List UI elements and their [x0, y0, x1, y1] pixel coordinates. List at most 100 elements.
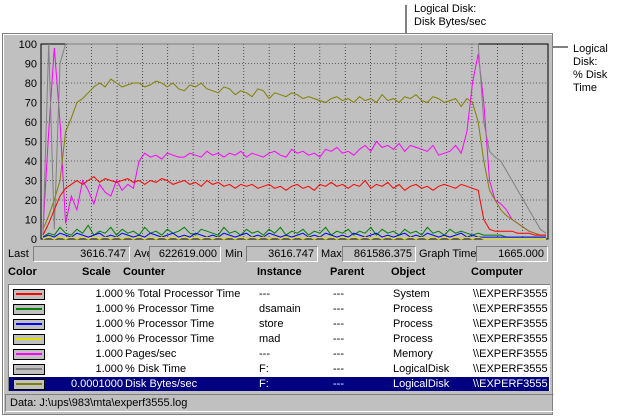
graph-time-label: Graph Time: [419, 248, 477, 260]
legend-row[interactable]: 1.000 Pages/sec --- --- Memory \\EXPERF3…: [9, 347, 549, 362]
counter-cell: % Processor Time: [125, 333, 215, 345]
series-line-5: [42, 232, 546, 238]
object-cell: Process: [393, 318, 433, 330]
y-tick-label: 90: [25, 59, 37, 71]
parent-cell: ---: [333, 333, 344, 345]
y-tick-label: 70: [25, 98, 37, 110]
callout-disk-bytes-line2: Disk Bytes/sec: [414, 16, 487, 28]
object-cell: Process: [393, 333, 433, 345]
swatch-line: [16, 368, 42, 370]
min-value: 3616.747: [246, 246, 318, 262]
scale-cell: 1.000: [95, 348, 123, 360]
legend-row[interactable]: 1.000 % Disk Time F: --- LogicalDisk \\E…: [9, 362, 549, 377]
series-line-3: [42, 175, 546, 236]
parent-cell: ---: [333, 363, 344, 375]
callout-disk-time-line2: % Disk Time: [573, 69, 608, 94]
average-value: 622619.000: [149, 246, 221, 262]
instance-cell: mad: [259, 333, 281, 345]
series-line-4: [42, 224, 546, 238]
y-tick-label: 10: [25, 215, 37, 227]
series-line-6: [42, 236, 546, 240]
counter-cell: Pages/sec: [125, 348, 177, 360]
legend-row[interactable]: 1.000 % Processor Time store --- Process…: [9, 317, 549, 332]
computer-cell: \\EXPERF3555: [473, 378, 548, 390]
counter-cell: % Disk Time: [125, 363, 187, 375]
swatch-line: [16, 293, 42, 295]
callout-disk-time: Logical Disk: % Disk Time: [573, 43, 633, 95]
y-tick-label: 0: [31, 234, 37, 245]
swatch-line: [16, 383, 42, 385]
instance-cell: ---: [259, 288, 270, 300]
parent-cell: ---: [333, 348, 344, 360]
computer-cell: \\EXPERF3555: [473, 303, 548, 315]
col-parent: Parent: [330, 266, 365, 278]
instance-cell: F:: [259, 363, 269, 375]
status-bar: Data: J:\ups\983\mta\experf3555.log: [5, 394, 554, 412]
instance-cell: store: [259, 318, 284, 330]
object-cell: System: [393, 288, 430, 300]
min-label: Min: [225, 248, 243, 260]
scale-cell: 1.000: [95, 363, 123, 375]
col-color: Color: [8, 266, 37, 278]
swatch-line: [16, 353, 42, 355]
computer-cell: \\EXPERF3555: [473, 318, 548, 330]
last-value: 3616.747: [33, 246, 130, 262]
last-label: Last: [8, 248, 29, 260]
color-swatch: [13, 349, 45, 360]
col-computer: Computer: [471, 266, 523, 278]
y-tick-label: 30: [25, 176, 37, 188]
y-tick-label: 60: [25, 117, 37, 129]
y-tick-label: 100: [19, 39, 37, 51]
legend-row[interactable]: 1.000 % Processor Time dsamain --- Proce…: [9, 302, 549, 317]
computer-cell: \\EXPERF3555: [473, 288, 548, 300]
computer-cell: \\EXPERF3555: [473, 363, 548, 375]
color-swatch: [13, 364, 45, 375]
parent-cell: ---: [333, 378, 344, 390]
legend-row[interactable]: 1.000 % Total Processor Time --- --- Sys…: [9, 287, 549, 302]
col-object: Object: [391, 266, 426, 278]
scale-cell: 1.000: [95, 318, 123, 330]
legend-list[interactable]: 1.000 % Total Processor Time --- --- Sys…: [8, 284, 550, 391]
instance-cell: ---: [259, 348, 270, 360]
legend-header: Color Scale Counter Instance Parent Obje…: [3, 264, 552, 282]
counter-cell: Disk Bytes/sec: [125, 378, 198, 390]
swatch-line: [16, 308, 42, 310]
scale-cell: 1.000: [95, 288, 123, 300]
color-swatch: [13, 289, 45, 300]
color-swatch: [13, 334, 45, 345]
series-line-0: [42, 47, 546, 236]
swatch-line: [16, 338, 42, 340]
instance-cell: F:: [259, 378, 269, 390]
scale-cell: 1.000: [95, 333, 123, 345]
scale-cell: 0.0001000: [71, 378, 123, 390]
computer-cell: \\EXPERF3555: [473, 348, 548, 360]
legend-row-selected[interactable]: 0.0001000 Disk Bytes/sec F: --- LogicalD…: [9, 377, 549, 391]
object-cell: LogicalDisk: [393, 378, 450, 390]
callout-disk-bytes: Logical Disk: Disk Bytes/sec: [414, 3, 486, 29]
col-scale: Scale: [82, 266, 111, 278]
object-cell: Memory: [393, 348, 433, 360]
object-cell: LogicalDisk: [393, 363, 450, 375]
max-value: 861586.375: [342, 246, 416, 262]
status-text: Data: J:\ups\983\mta\experf3555.log: [10, 397, 188, 409]
legend-row[interactable]: 1.000 % Processor Time mad --- Process \…: [9, 332, 549, 347]
color-swatch: [13, 304, 45, 315]
series-line-2: [42, 43, 547, 236]
color-swatch: [13, 379, 45, 390]
color-swatch: [13, 319, 45, 330]
y-tick-label: 20: [25, 195, 37, 207]
swatch-line: [16, 323, 42, 325]
y-tick-label: 40: [25, 156, 37, 168]
counter-cell: % Processor Time: [125, 303, 215, 315]
callout-disk-bytes-line1: Logical Disk:: [414, 3, 477, 15]
parent-cell: ---: [333, 288, 344, 300]
callout-disk-time-line1: Logical Disk:: [573, 43, 608, 68]
series-line-1: [42, 78, 546, 236]
object-cell: Process: [393, 303, 433, 315]
col-counter: Counter: [123, 266, 166, 278]
scale-cell: 1.000: [95, 303, 123, 315]
parent-cell: ---: [333, 318, 344, 330]
y-tick-label: 80: [25, 78, 37, 90]
